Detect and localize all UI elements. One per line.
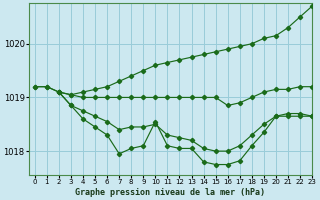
X-axis label: Graphe pression niveau de la mer (hPa): Graphe pression niveau de la mer (hPa) <box>76 188 265 197</box>
